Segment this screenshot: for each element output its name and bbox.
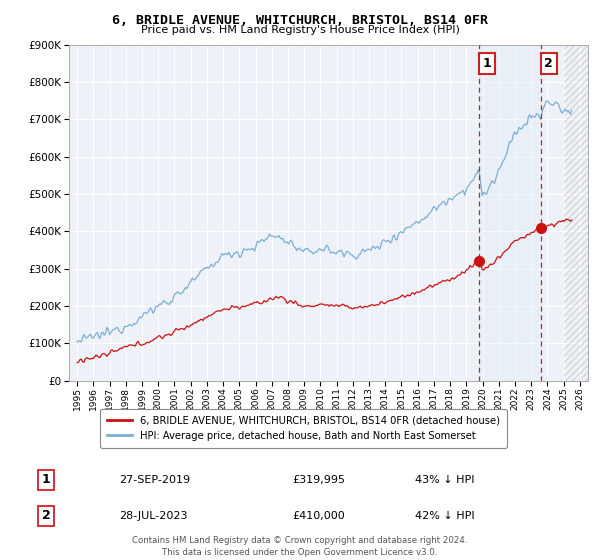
Text: 27-SEP-2019: 27-SEP-2019 <box>119 474 190 484</box>
Legend: 6, BRIDLE AVENUE, WHITCHURCH, BRISTOL, BS14 0FR (detached house), HPI: Average p: 6, BRIDLE AVENUE, WHITCHURCH, BRISTOL, B… <box>100 409 506 448</box>
Text: Contains HM Land Registry data © Crown copyright and database right 2024.
This d: Contains HM Land Registry data © Crown c… <box>132 536 468 557</box>
Text: 43% ↓ HPI: 43% ↓ HPI <box>415 474 474 484</box>
Text: 1: 1 <box>482 57 491 70</box>
Text: 2: 2 <box>42 510 50 522</box>
Text: 28-JUL-2023: 28-JUL-2023 <box>119 511 187 521</box>
Bar <box>563 45 588 381</box>
Text: £410,000: £410,000 <box>292 511 344 521</box>
Text: 2: 2 <box>544 57 553 70</box>
Text: £319,995: £319,995 <box>292 474 345 484</box>
Bar <box>479 45 541 381</box>
Text: 42% ↓ HPI: 42% ↓ HPI <box>415 511 474 521</box>
Bar <box>563 45 588 381</box>
Text: Price paid vs. HM Land Registry's House Price Index (HPI): Price paid vs. HM Land Registry's House … <box>140 25 460 35</box>
Text: 1: 1 <box>42 473 50 486</box>
Text: 6, BRIDLE AVENUE, WHITCHURCH, BRISTOL, BS14 0FR: 6, BRIDLE AVENUE, WHITCHURCH, BRISTOL, B… <box>112 14 488 27</box>
